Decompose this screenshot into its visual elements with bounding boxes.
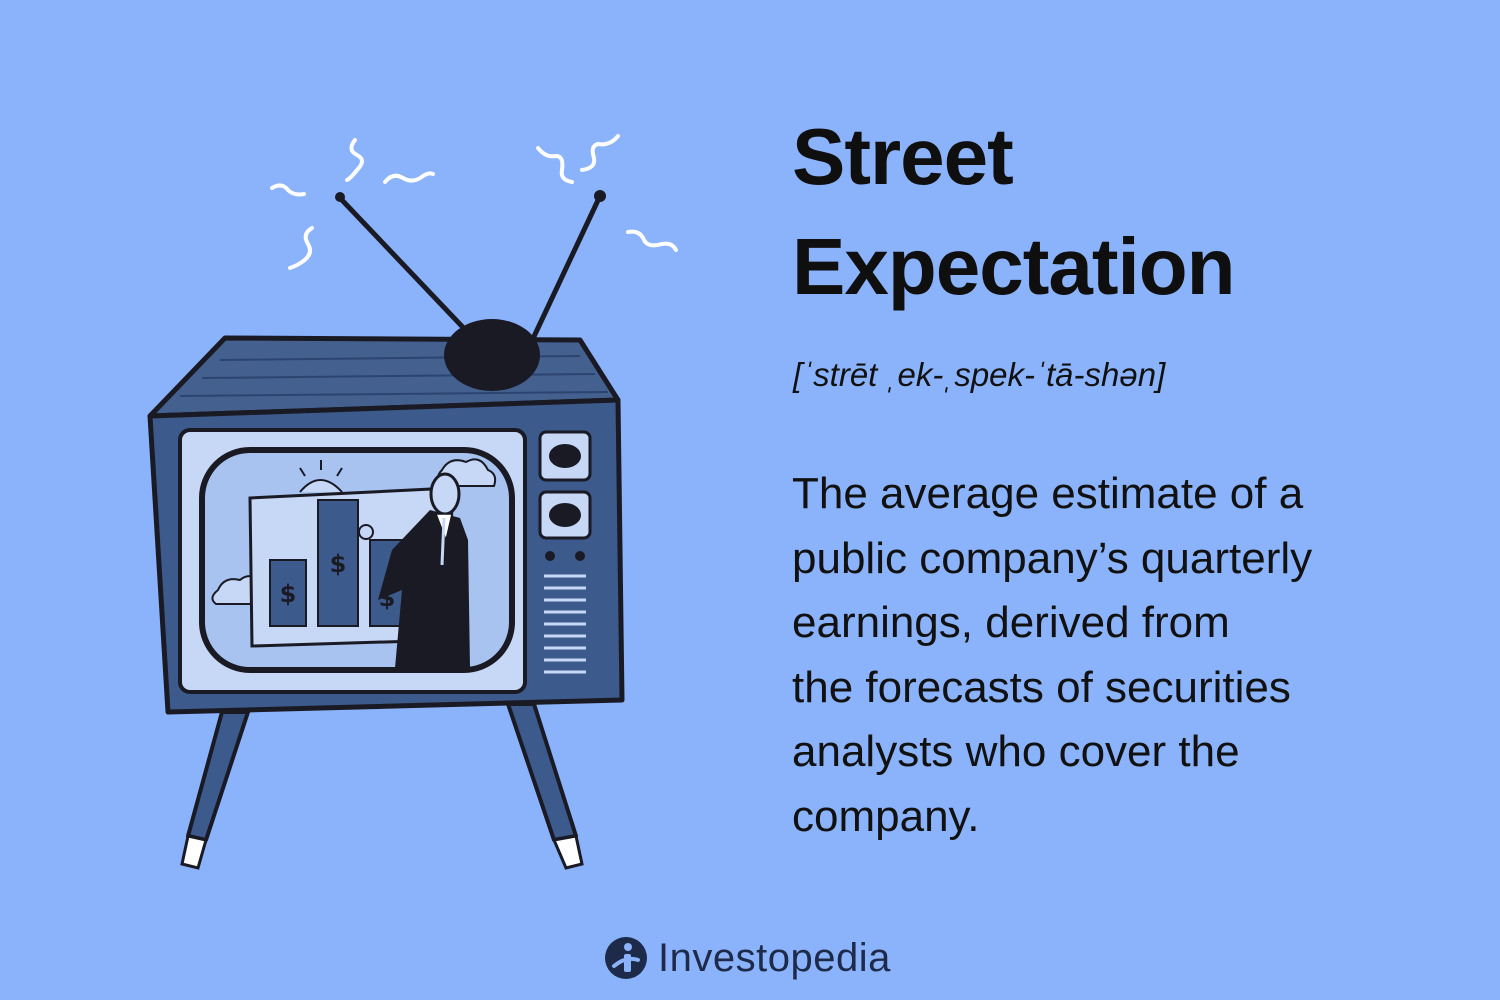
definition-line: earnings, derived from [792,598,1230,647]
vintage-tv-icon: $ $ $ [147,134,678,870]
tv-illustration: $ $ $ [140,120,720,880]
tv-legs [180,702,584,870]
definition-line: analysts who cover the [792,727,1240,776]
tv-knobs [538,430,592,561]
term-title-line1: Street [792,112,1014,201]
brand-name: Investopedia [658,935,891,980]
term-title: Street Expectation [792,102,1472,322]
dollar-sign: $ [280,580,297,608]
definition-line: company. [792,791,980,841]
definition-line: the forecasts of securities [792,662,1291,712]
antennas [337,193,603,348]
term-title-line2: Expectation [792,222,1235,311]
definition: The average estimate of a public company… [792,462,1432,849]
speaker-grille [544,574,586,674]
definition-line: public company’s quarterly [792,533,1313,583]
pronunciation: [ˈstrēt ˌek-ˌspek-ˈtā-shən] [793,356,1166,393]
investopedia-logo-icon [605,937,647,979]
signal-squiggles [270,134,678,270]
presenter-figure [358,472,470,668]
brand-logo: Investopedia [604,932,891,984]
dollar-sign: $ [330,550,347,578]
definition-line: The average estimate of a [792,469,1304,518]
